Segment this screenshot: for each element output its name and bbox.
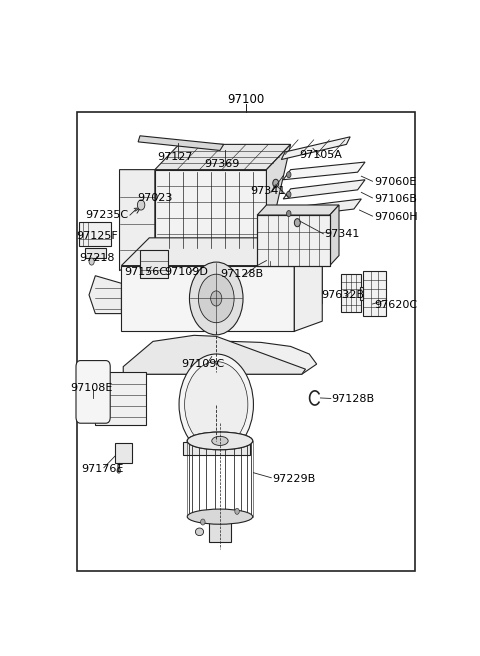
Text: 97100: 97100 xyxy=(228,93,264,106)
Text: 97229B: 97229B xyxy=(272,474,315,483)
Bar xyxy=(79,222,111,247)
Polygon shape xyxy=(330,205,339,266)
Ellipse shape xyxy=(187,432,252,450)
Bar xyxy=(257,215,330,266)
Bar xyxy=(85,248,106,258)
Bar xyxy=(115,443,132,462)
Ellipse shape xyxy=(212,436,228,445)
Text: 97109C: 97109C xyxy=(181,359,225,369)
Polygon shape xyxy=(123,335,305,374)
Polygon shape xyxy=(294,238,322,331)
Text: 97127: 97127 xyxy=(157,152,193,162)
Polygon shape xyxy=(123,341,317,374)
Text: 97106B: 97106B xyxy=(374,194,417,204)
Text: 97125F: 97125F xyxy=(76,232,118,241)
Ellipse shape xyxy=(187,509,252,524)
Circle shape xyxy=(235,508,240,514)
Bar xyxy=(140,251,168,278)
Text: 97108E: 97108E xyxy=(71,383,113,393)
Circle shape xyxy=(190,262,243,335)
Text: 97235C: 97235C xyxy=(86,210,129,220)
Ellipse shape xyxy=(187,432,252,450)
Circle shape xyxy=(287,172,291,178)
Circle shape xyxy=(287,211,291,216)
Polygon shape xyxy=(266,144,290,251)
Bar xyxy=(360,287,363,300)
Polygon shape xyxy=(155,144,290,170)
Polygon shape xyxy=(121,266,294,331)
Polygon shape xyxy=(155,170,266,251)
Polygon shape xyxy=(183,442,250,455)
Circle shape xyxy=(185,361,248,447)
Polygon shape xyxy=(121,238,322,266)
Text: 97109D: 97109D xyxy=(165,267,208,277)
Polygon shape xyxy=(294,260,322,331)
Polygon shape xyxy=(283,199,361,218)
Circle shape xyxy=(273,179,279,188)
Circle shape xyxy=(117,468,120,473)
Circle shape xyxy=(198,274,234,323)
Circle shape xyxy=(137,200,145,210)
Polygon shape xyxy=(283,180,365,199)
Text: 97128B: 97128B xyxy=(332,394,375,405)
Polygon shape xyxy=(281,137,350,159)
Circle shape xyxy=(287,192,291,197)
Text: 97060E: 97060E xyxy=(374,177,417,187)
Bar xyxy=(209,514,231,542)
Polygon shape xyxy=(155,220,290,251)
Bar xyxy=(363,271,385,316)
Circle shape xyxy=(211,291,222,306)
Polygon shape xyxy=(120,170,155,271)
Polygon shape xyxy=(155,251,291,291)
Polygon shape xyxy=(96,372,145,424)
Text: 97632B: 97632B xyxy=(321,290,364,300)
Text: 97341: 97341 xyxy=(324,229,360,239)
Polygon shape xyxy=(138,136,224,150)
Polygon shape xyxy=(257,205,339,215)
Text: 97176E: 97176E xyxy=(82,464,124,474)
Ellipse shape xyxy=(195,528,204,535)
Bar xyxy=(257,215,330,266)
Text: 97620C: 97620C xyxy=(374,300,418,310)
Text: 97023: 97023 xyxy=(137,194,172,203)
FancyBboxPatch shape xyxy=(76,361,110,423)
Circle shape xyxy=(179,354,253,455)
Polygon shape xyxy=(89,276,121,314)
Text: 97128B: 97128B xyxy=(221,269,264,279)
Text: 97218: 97218 xyxy=(80,253,115,263)
Text: 97105A: 97105A xyxy=(299,150,342,161)
Text: 97341: 97341 xyxy=(251,186,286,196)
Text: 97369: 97369 xyxy=(204,159,240,169)
Text: 97060H: 97060H xyxy=(374,212,418,222)
Text: 97156C: 97156C xyxy=(124,267,167,277)
Circle shape xyxy=(201,519,205,525)
Circle shape xyxy=(294,218,300,227)
Bar xyxy=(341,274,361,312)
Circle shape xyxy=(89,258,94,265)
Polygon shape xyxy=(283,162,365,180)
